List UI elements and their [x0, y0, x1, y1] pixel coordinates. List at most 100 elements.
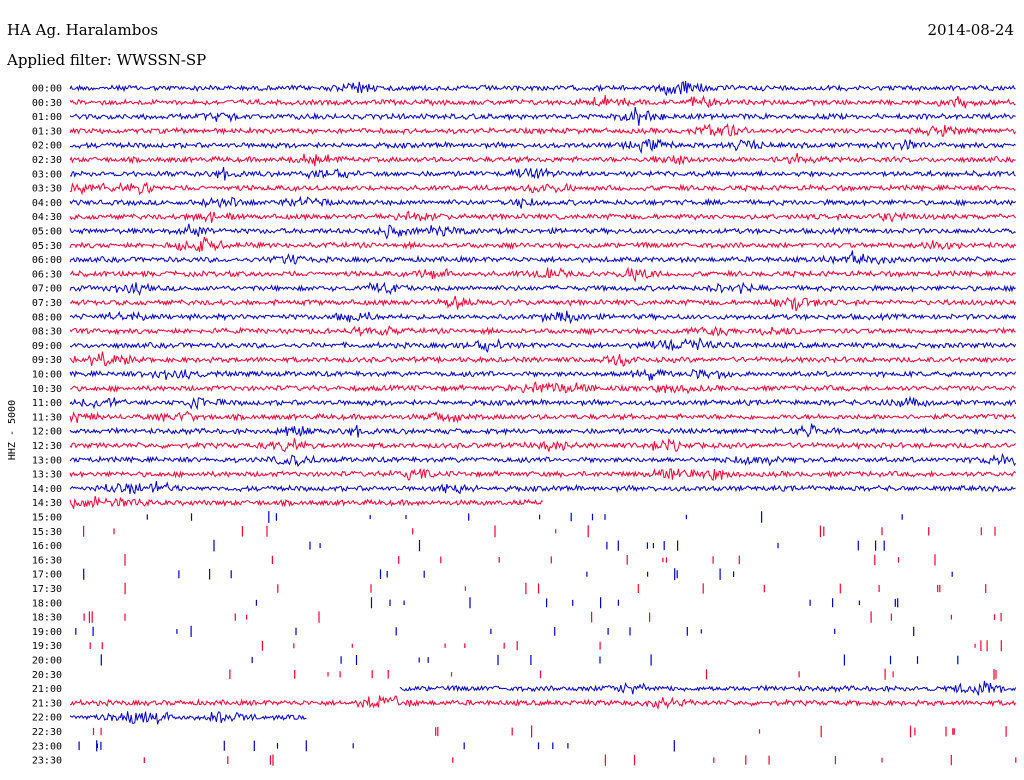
trace-row [69, 395, 1017, 411]
trace-row [69, 467, 1016, 482]
trace-row [124, 554, 936, 566]
trace-fragments [83, 568, 953, 581]
trace-line [69, 152, 1016, 167]
trace-fragments [124, 582, 987, 595]
trace-row [69, 138, 1016, 155]
trace-fragments [78, 740, 675, 752]
trace-line [69, 310, 1017, 325]
time-label: 14:00 [32, 484, 62, 495]
time-label: 10:00 [32, 370, 62, 381]
trace-row [69, 80, 1016, 97]
trace-row [69, 325, 1016, 338]
time-label: 17:30 [32, 584, 62, 595]
trace-row [213, 539, 885, 552]
trace-row [83, 611, 1002, 623]
trace-line [69, 423, 1016, 439]
trace-line [69, 295, 1017, 312]
trace-line [69, 410, 1016, 424]
trace-row [69, 223, 1016, 240]
trace-row [69, 195, 1016, 209]
time-label: 08:00 [32, 312, 62, 323]
trace-row [69, 423, 1016, 439]
time-label: 20:00 [32, 656, 62, 667]
time-label: 17:00 [32, 570, 62, 581]
trace-line [69, 481, 1016, 495]
trace-fragments [100, 654, 959, 666]
time-label: 03:00 [32, 169, 62, 180]
station-title: HA Ag. Haralambos [7, 21, 159, 39]
trace-line [69, 107, 1016, 126]
trace-row [69, 107, 1016, 126]
time-label: 15:30 [32, 527, 62, 538]
time-label: 00:30 [32, 98, 62, 109]
trace-line [69, 368, 1017, 381]
trace-line [69, 467, 1016, 482]
trace-line [69, 210, 1016, 223]
time-label: 11:00 [32, 398, 62, 409]
trace-line [69, 351, 1016, 367]
trace-line [69, 711, 307, 725]
time-label: 19:30 [32, 641, 62, 652]
trace-row [69, 368, 1017, 381]
time-label: 07:30 [32, 298, 62, 309]
time-label: 04:30 [32, 212, 62, 223]
time-label: 08:30 [32, 327, 62, 338]
time-label: 02:00 [32, 141, 62, 152]
trace-row [69, 452, 1017, 468]
trace-row [83, 525, 996, 538]
trace-fragments [75, 625, 915, 637]
trace-row [69, 481, 1016, 495]
trace-row [255, 597, 899, 609]
trace-line [69, 695, 1017, 710]
time-label: 01:00 [32, 112, 62, 123]
time-label: 00:00 [32, 84, 62, 95]
time-label: 02:30 [32, 155, 62, 166]
time-label: 07:00 [32, 284, 62, 295]
trace-line [69, 236, 1016, 253]
trace-row [146, 511, 903, 523]
trace-fragments [143, 754, 1017, 766]
traces [69, 80, 1017, 766]
time-label: 23:30 [32, 756, 62, 767]
time-label: 23:00 [32, 741, 62, 752]
trace-line [69, 80, 1016, 97]
trace-row [69, 236, 1016, 253]
trace-row [69, 210, 1016, 223]
time-label: 11:30 [32, 412, 62, 423]
time-label: 01:30 [32, 126, 62, 137]
trace-fragments [124, 554, 936, 566]
trace-row [69, 711, 307, 725]
time-label: 21:00 [32, 684, 62, 695]
time-label: 14:30 [32, 498, 62, 509]
time-label: 09:30 [32, 355, 62, 366]
trace-fragments [89, 640, 1002, 652]
trace-row [69, 281, 1016, 297]
trace-row [100, 654, 959, 666]
trace-row [69, 310, 1017, 325]
time-label: 06:30 [32, 269, 62, 280]
trace-row [399, 680, 1017, 696]
time-label: 04:00 [32, 198, 62, 209]
trace-line [69, 437, 1016, 453]
channel-label: HHZ - 5000 [7, 400, 18, 460]
trace-row [69, 695, 1017, 710]
time-label: 15:00 [32, 513, 62, 524]
trace-line [69, 381, 1016, 395]
time-label: 18:00 [32, 598, 62, 609]
trace-row [69, 336, 1017, 353]
trace-row [143, 754, 1017, 766]
time-label: 09:00 [32, 341, 62, 352]
time-label: 10:30 [32, 384, 62, 395]
trace-line [69, 223, 1016, 240]
trace-row [69, 351, 1016, 367]
trace-line [69, 325, 1016, 338]
trace-fragments [146, 511, 903, 523]
time-label: 18:30 [32, 613, 62, 624]
trace-line [69, 452, 1017, 468]
trace-row [69, 94, 1016, 109]
trace-row [78, 740, 675, 752]
trace-fragments [83, 611, 1002, 623]
trace-row [229, 668, 997, 680]
trace-fragments [92, 725, 1007, 738]
